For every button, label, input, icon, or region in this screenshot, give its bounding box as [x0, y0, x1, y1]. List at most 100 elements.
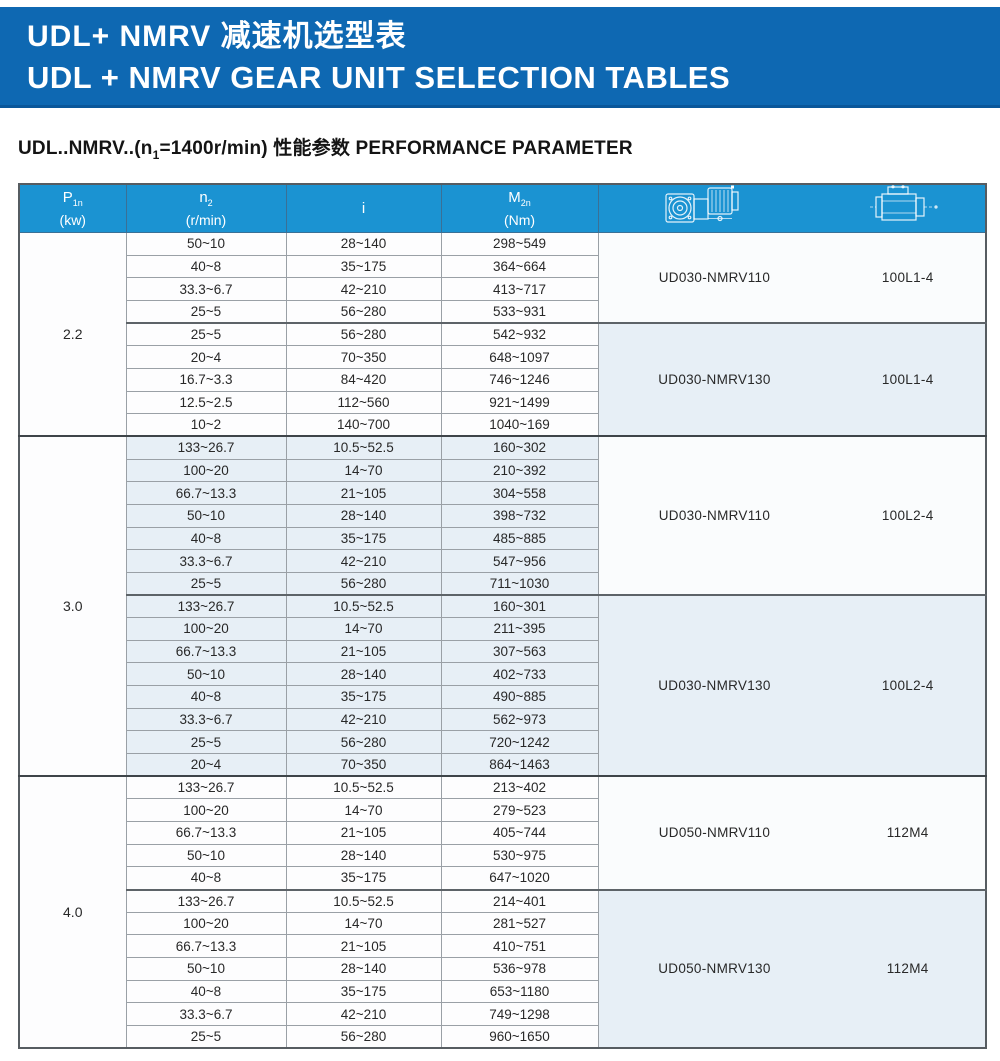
- ratio-cell: 10.5~52.5: [285, 435, 442, 460]
- table-row: 33.3~6.7 42~210 749~1298: [19, 1002, 986, 1026]
- gear-unit-model: UD050-NMRV110: [658, 825, 771, 841]
- ratio-cell: 56~280: [285, 1024, 442, 1049]
- ratio-cell: 35~175: [285, 685, 442, 709]
- torque-cell: 304~558: [440, 481, 599, 505]
- performance-parameter-table: P1n (kw) n2 (r/min) i M2n (Nm): [18, 183, 987, 1050]
- torque-cell: 653~1180: [440, 979, 599, 1004]
- ratio-cell: 56~280: [285, 571, 442, 596]
- n2-cell: 25~5: [125, 730, 287, 755]
- ratio-cell: 14~70: [285, 911, 442, 936]
- ratio-cell: 14~70: [285, 798, 442, 823]
- ratio-cell: 28~140: [285, 957, 442, 981]
- ratio-cell: 35~175: [285, 979, 442, 1004]
- n2-cell: 66.7~13.3: [125, 821, 287, 845]
- torque-cell: 960~1650: [440, 1024, 599, 1049]
- n2-cell: 50~10: [125, 232, 287, 256]
- ratio-cell: 28~140: [285, 843, 442, 868]
- ratio-cell: 70~350: [285, 753, 442, 777]
- power-cell: 2.2: [18, 232, 127, 437]
- section-subtitle: UDL..NMRV..(n1=1400r/min) 性能参数 PERFORMAN…: [18, 133, 633, 162]
- unit-panel: UD050-NMRV130 112M4: [597, 888, 987, 1049]
- gearbox-drawing-icon: [599, 185, 831, 232]
- n2-cell: 50~10: [125, 662, 287, 687]
- ratio-cell: 28~140: [285, 662, 442, 687]
- ratio-cell: 56~280: [285, 299, 442, 324]
- table-row: 4.0 133~26.7 10.5~52.5 213~402 UD050-NMRV110…: [18, 775, 987, 1049]
- ratio-cell: 42~210: [285, 549, 442, 573]
- n2-cell: 33.3~6.7: [125, 277, 287, 301]
- column-header-p1n: P1n (kw): [18, 183, 127, 233]
- ratio-cell: 28~140: [285, 503, 442, 528]
- n2-cell: 133~26.7: [125, 435, 287, 460]
- ratio-cell: 112~560: [285, 390, 442, 415]
- torque-cell: 214~401: [440, 888, 599, 913]
- torque-cell: 160~302: [440, 435, 599, 460]
- banner-title-en: UDL + NMRV GEAR UNIT SELECTION TABLES: [27, 60, 731, 95]
- table-row: 33.3~6.7 42~210 547~956: [19, 549, 986, 573]
- torque-cell: 746~1246: [440, 367, 599, 392]
- ratio-cell: 14~70: [285, 617, 442, 641]
- torque-cell: 405~744: [440, 821, 599, 845]
- table-row: 133~26.7 10.5~52.5 160~301 UD030-NMRV130 100…: [19, 593, 987, 777]
- gear-unit-model: UD030-NMRV130: [658, 372, 771, 388]
- unit-panel: UD030-NMRV130 100L1-4: [597, 322, 987, 437]
- column-header-i: i: [285, 183, 442, 233]
- torque-cell: 533~931: [440, 299, 599, 324]
- n2-cell: 100~20: [125, 617, 287, 641]
- n2-cell: 40~8: [125, 526, 287, 551]
- torque-cell: 648~1097: [440, 345, 599, 369]
- table-row: 66.7~13.3 21~105 307~563: [19, 639, 986, 664]
- ratio-cell: 35~175: [285, 254, 442, 279]
- ratio-cell: 21~105: [285, 481, 442, 505]
- ratio-cell: 10.5~52.5: [285, 594, 442, 619]
- gear-unit-model: UD030-NMRV110: [658, 508, 771, 524]
- table-header-row: P1n (kw) n2 (r/min) i M2n (Nm): [18, 183, 987, 233]
- n2-cell: 50~10: [125, 843, 287, 868]
- gear-unit-model: UD030-NMRV130: [658, 678, 771, 694]
- n2-cell: 33.3~6.7: [125, 549, 287, 573]
- ratio-cell: 21~105: [285, 821, 442, 845]
- n2-cell: 133~26.7: [125, 594, 287, 619]
- n2-cell: 40~8: [125, 685, 287, 709]
- torque-cell: 364~664: [440, 254, 599, 279]
- torque-cell: 542~932: [440, 322, 599, 347]
- subtitle-part1: UDL..NMRV..(n: [18, 138, 153, 159]
- n2-cell: 40~8: [125, 254, 287, 279]
- torque-cell: 547~956: [440, 549, 599, 573]
- unit-panel: UD050-NMRV110 112M4: [597, 775, 987, 891]
- ratio-cell: 56~280: [285, 322, 442, 347]
- n2-cell: 25~5: [125, 1024, 287, 1049]
- selection-table-wrapper: P1n (kw) n2 (r/min) i M2n (Nm): [18, 183, 987, 1050]
- torque-cell: 160~301: [440, 594, 599, 619]
- table-row: 25~5 56~280 542~932 UD030-NMRV130 100L1-4: [19, 322, 987, 437]
- n2-cell: 66.7~13.3: [125, 481, 287, 505]
- n2-cell: 20~4: [125, 345, 287, 369]
- n2-cell: 133~26.7: [125, 888, 287, 913]
- ratio-cell: 14~70: [285, 458, 442, 483]
- ratio-cell: 56~280: [285, 730, 442, 755]
- n2-cell: 25~5: [125, 322, 287, 347]
- table-row: 20~4 70~350 648~1097: [19, 345, 986, 369]
- subtitle-subscript: 1: [152, 147, 160, 162]
- n2-cell: 100~20: [125, 798, 287, 823]
- torque-cell: 562~973: [440, 707, 599, 732]
- n2-cell: 133~26.7: [125, 775, 287, 800]
- torque-cell: 1040~169: [440, 413, 599, 437]
- table-row: 40~8 35~175 485~885: [19, 526, 986, 551]
- ratio-cell: 21~105: [285, 639, 442, 664]
- motor-frame: 100L2-4: [881, 508, 934, 524]
- ratio-cell: 42~210: [285, 707, 442, 732]
- motor-frame: 112M4: [886, 825, 929, 841]
- n2-cell: 100~20: [125, 911, 287, 936]
- table-row: 100~20 14~70 210~392: [19, 458, 986, 483]
- torque-cell: 711~1030: [440, 571, 599, 596]
- ratio-cell: 35~175: [285, 526, 442, 551]
- n2-cell: 25~5: [125, 571, 287, 596]
- table-row: 40~8 35~175 364~664: [19, 254, 986, 279]
- torque-cell: 402~733: [440, 662, 599, 687]
- ratio-cell: 140~700: [285, 413, 442, 437]
- table-row: 66.7~13.3 21~105 304~558: [19, 481, 986, 505]
- unit-panel: UD030-NMRV110 100L2-4: [597, 435, 987, 596]
- torque-cell: 213~402: [440, 775, 599, 800]
- torque-cell: 921~1499: [440, 390, 599, 415]
